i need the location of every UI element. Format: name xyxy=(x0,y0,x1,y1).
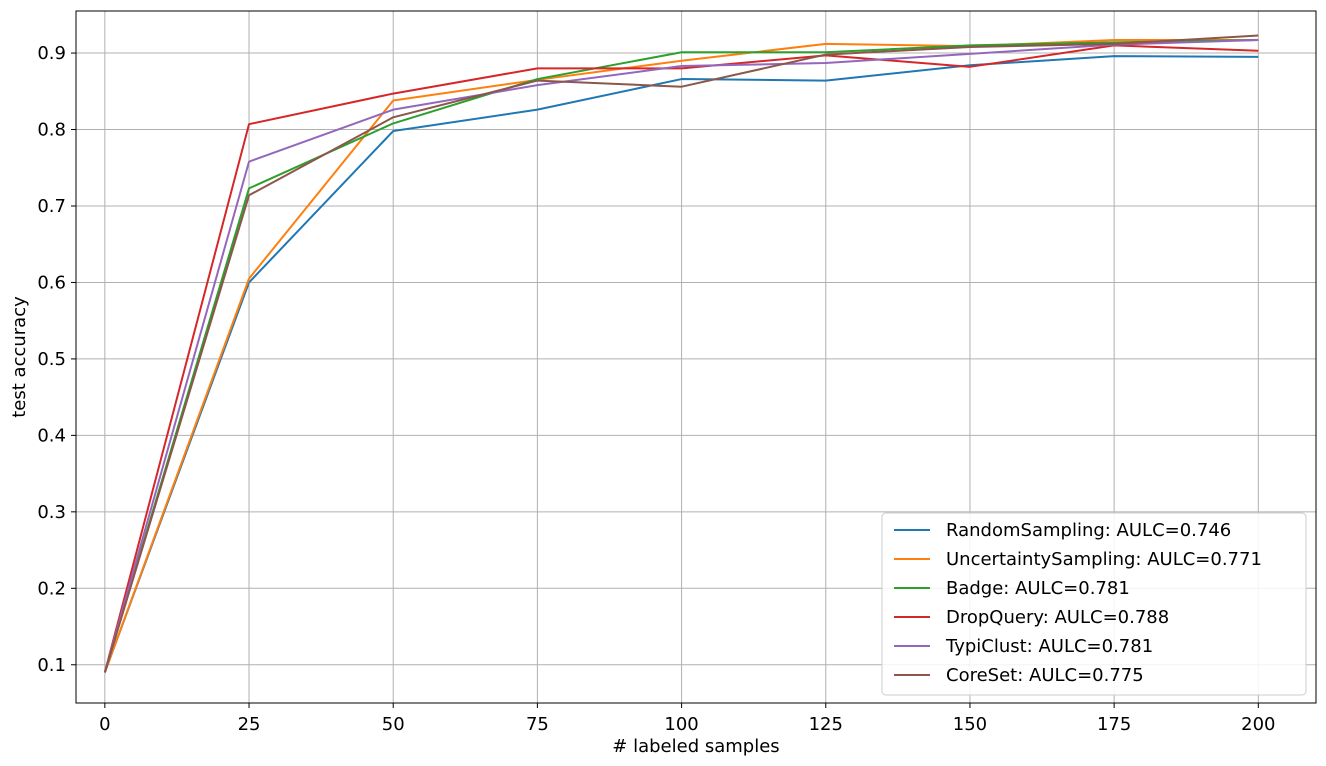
x-tick-label: 200 xyxy=(1241,714,1275,735)
plot-frame xyxy=(75,10,1317,704)
series-line-3 xyxy=(103,44,1259,673)
series-line-4 xyxy=(103,39,1259,673)
ticks: 0 25 50 75 100 125 150 175 200 0.1 0.2 0.3 0.4 0.5 0.6… xyxy=(37,43,1275,735)
x-tick-label: 0 xyxy=(99,714,110,735)
y-tick-label: 0.7 xyxy=(37,196,66,217)
legend-label: DropQuery: AULC=0.788 xyxy=(946,607,1169,628)
legend-label: CoreSet: AULC=0.775 xyxy=(946,665,1144,686)
series-line-5 xyxy=(103,34,1259,673)
x-tick-label: 175 xyxy=(1097,714,1131,735)
series-line-2 xyxy=(103,39,1259,673)
legend-label: Badge: AULC=0.781 xyxy=(946,578,1130,599)
x-tick-label: 50 xyxy=(382,714,405,735)
y-tick-label: 0.9 xyxy=(37,43,66,64)
legend-label: RandomSampling: AULC=0.746 xyxy=(946,520,1231,541)
y-tick-label: 0.5 xyxy=(37,349,66,370)
legend-box xyxy=(881,512,1307,696)
series-layer xyxy=(103,34,1259,673)
y-tick-label: 0.4 xyxy=(37,425,66,446)
x-axis-label: # labeled samples xyxy=(612,736,779,757)
legend: RandomSampling: AULC=0.746 UncertaintySam… xyxy=(881,512,1307,696)
x-tick-label: 75 xyxy=(526,714,549,735)
y-tick-label: 0.3 xyxy=(37,502,66,523)
series-line-0 xyxy=(103,55,1259,673)
x-tick-label: 125 xyxy=(809,714,843,735)
y-tick-label: 0.6 xyxy=(37,272,66,293)
y-tick-label: 0.2 xyxy=(37,578,66,599)
x-tick-label: 100 xyxy=(664,714,698,735)
y-tick-label: 0.8 xyxy=(37,120,66,141)
y-axis-label: test accuracy xyxy=(9,296,30,418)
x-tick-label: 25 xyxy=(238,714,261,735)
legend-label: TypiClust: AULC=0.781 xyxy=(945,636,1153,657)
y-tick-label: 0.1 xyxy=(37,655,66,676)
x-tick-label: 150 xyxy=(953,714,987,735)
series-line-1 xyxy=(103,39,1259,673)
legend-label: UncertaintySampling: AULC=0.771 xyxy=(946,549,1262,570)
